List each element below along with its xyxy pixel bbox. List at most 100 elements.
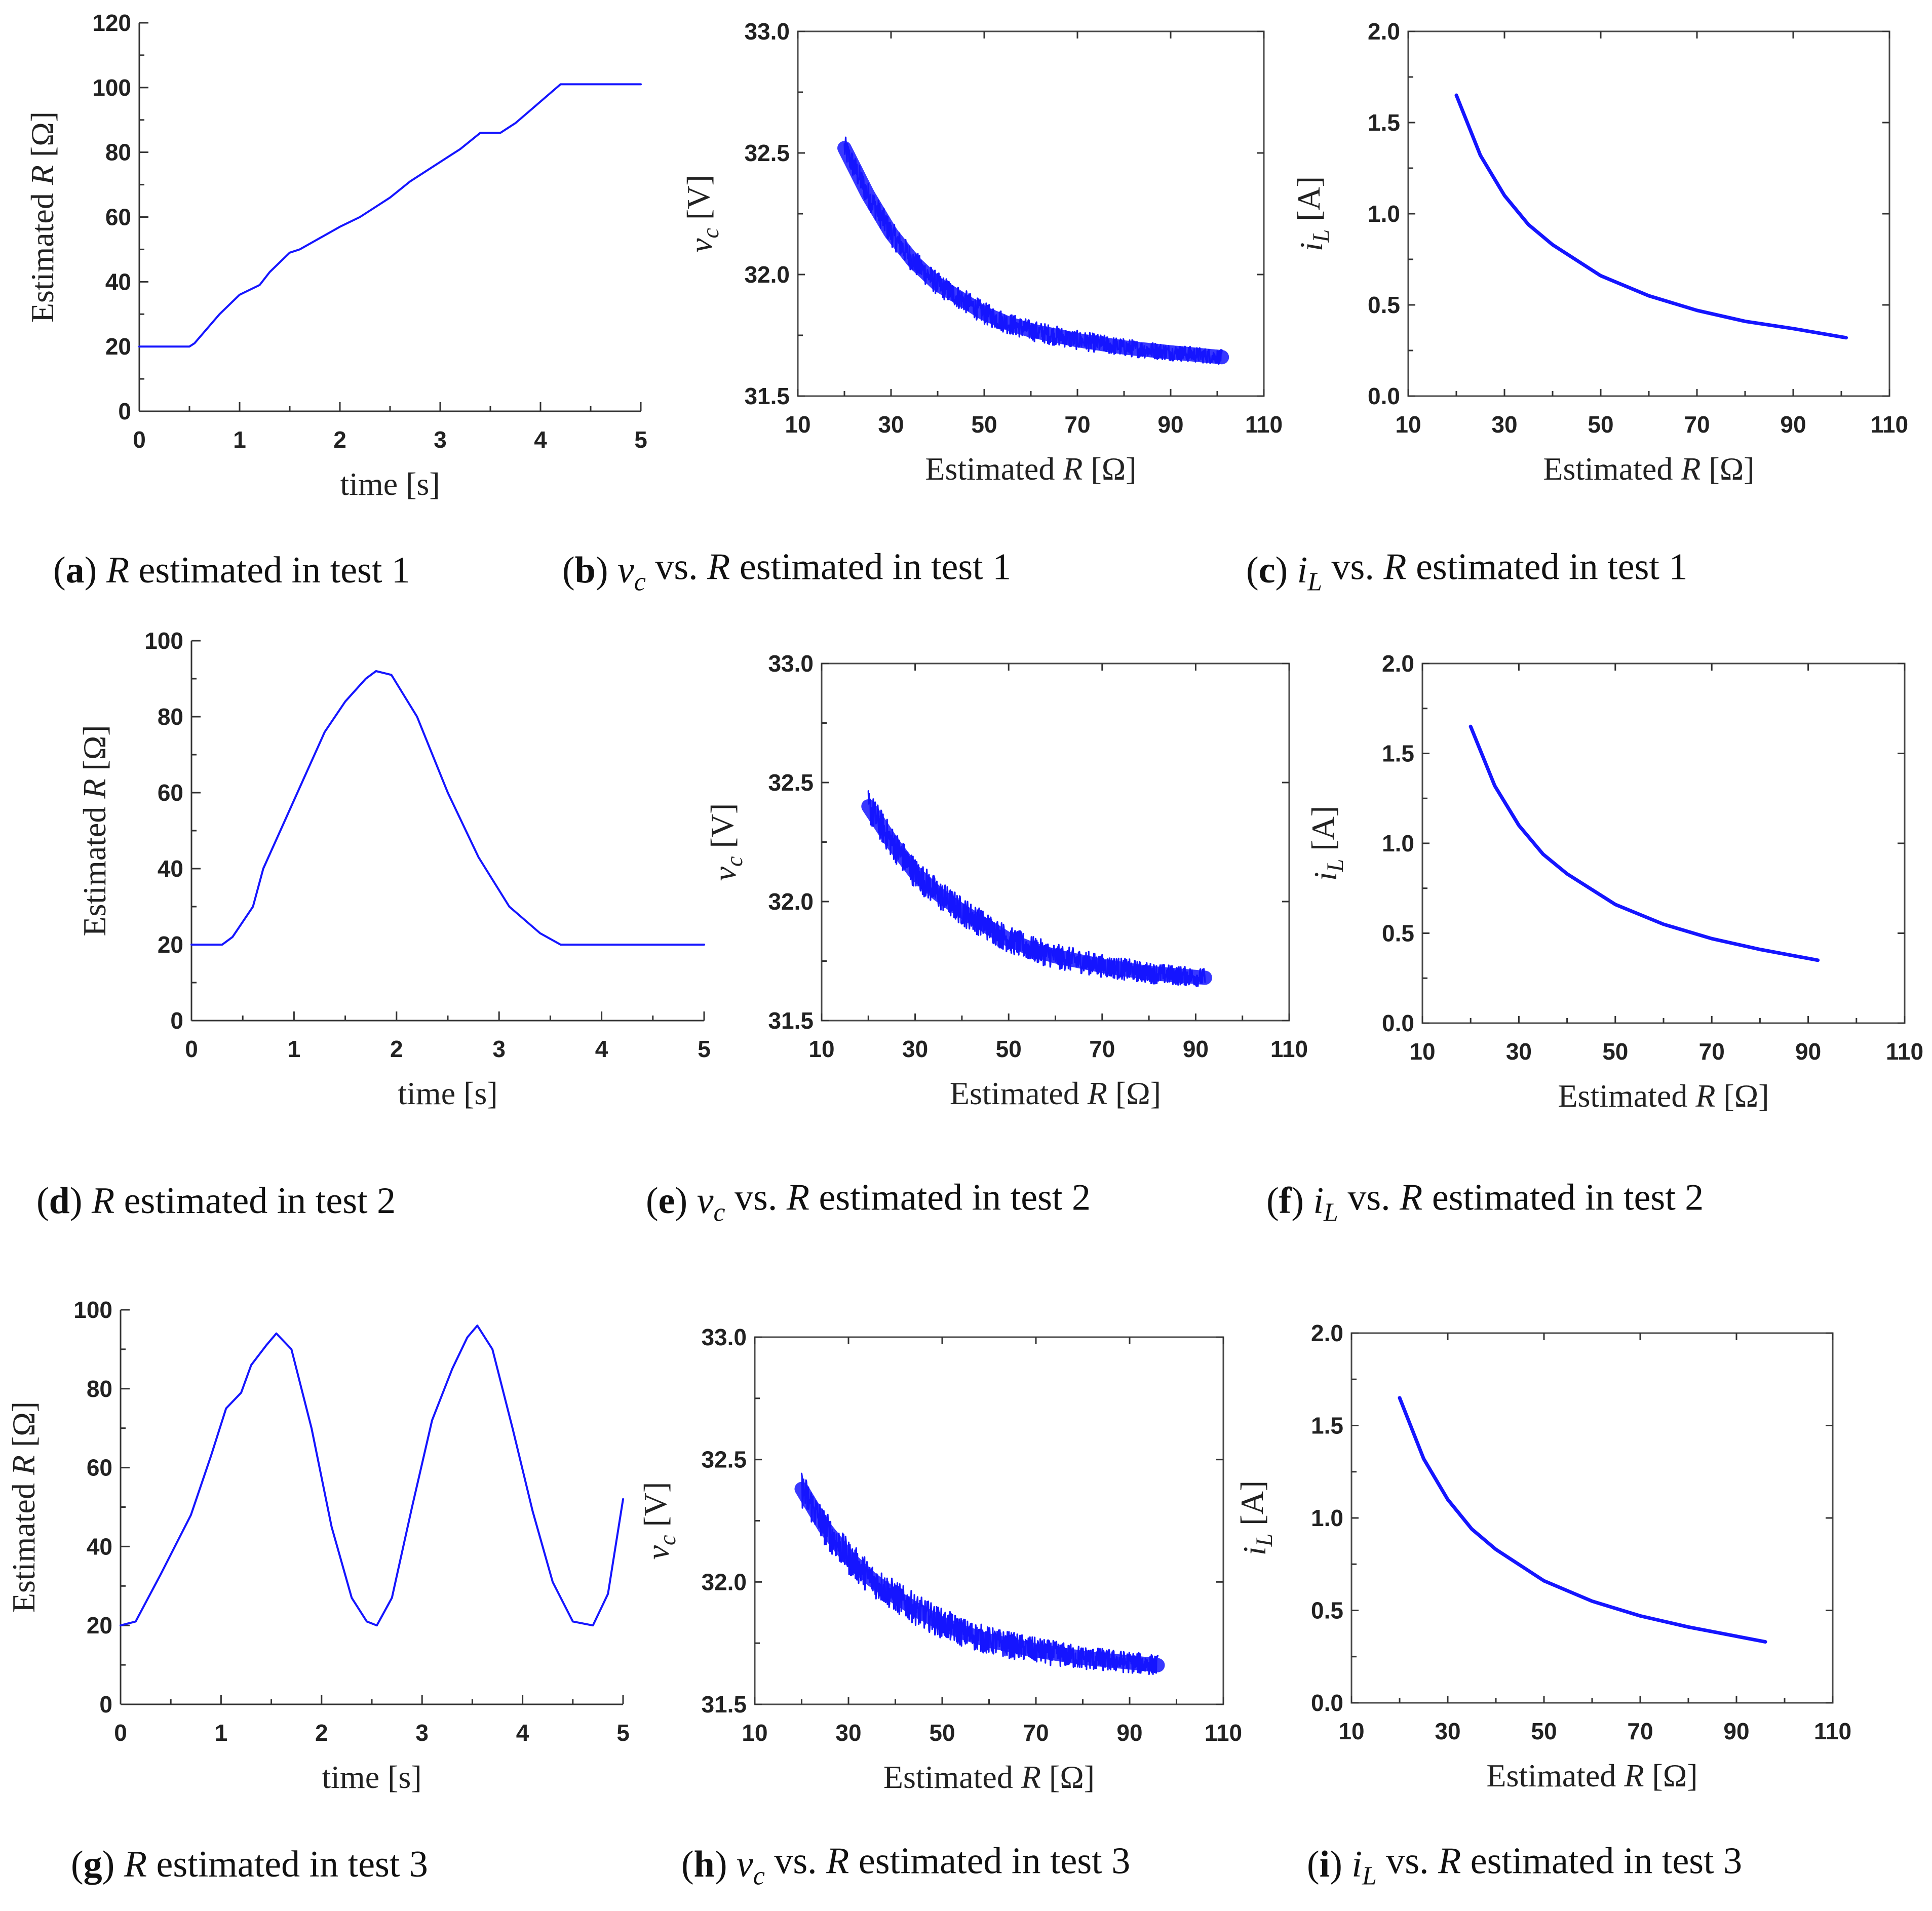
- x-tick-label: 10: [1395, 411, 1421, 438]
- x-tick-label: 50: [929, 1720, 955, 1746]
- data-line-i_L: [1398, 1396, 1767, 1644]
- x-tick-label: 3: [492, 1036, 506, 1062]
- y-tick-label: 32.5: [744, 140, 790, 166]
- data-line-v_c: [794, 1481, 1165, 1672]
- y-tick-label: 0.0: [1368, 383, 1400, 409]
- y-tick-label: 2.0: [1368, 18, 1400, 45]
- y-tick-label: 0.5: [1368, 292, 1400, 318]
- y-axis-label: vc [V]: [680, 175, 723, 253]
- x-tick-label: 70: [1627, 1718, 1653, 1744]
- x-tick-label: 10: [742, 1720, 767, 1746]
- y-tick-label: 20: [87, 1612, 112, 1639]
- data-line-i_L: [1469, 724, 1820, 962]
- y-tick-label: 32.5: [701, 1447, 747, 1473]
- x-tick-label: 110: [1270, 1036, 1308, 1062]
- y-tick-label: 33.0: [768, 650, 814, 677]
- y-tick-label: 120: [92, 10, 131, 36]
- y-tick-label: 0.5: [1382, 920, 1414, 947]
- x-tick-label: 110: [1886, 1038, 1923, 1065]
- x-tick-label: 0: [114, 1720, 127, 1746]
- y-tick-label: 0: [99, 1691, 112, 1718]
- y-tick-label: 1.5: [1382, 740, 1414, 767]
- panel-caption: (e) vc vs. R estimated in test 2: [646, 1177, 1091, 1227]
- plot-frame: [1350, 1332, 1834, 1704]
- y-tick-label: 40: [105, 268, 131, 295]
- y-tick-label: 60: [105, 204, 131, 230]
- y-tick-label: 40: [87, 1533, 112, 1559]
- panel-caption: (f) iL vs. R estimated in test 2: [1266, 1177, 1704, 1227]
- y-tick-label: 80: [87, 1376, 112, 1402]
- x-tick-label: 50: [1531, 1718, 1557, 1744]
- chart-panel-d: 0 20 40 60 80 100 0 1 2 3 4 5 time [s] Estimated R [Ω…: [36, 628, 711, 1222]
- y-tick-label: 40: [158, 855, 183, 882]
- x-tick-label: 2: [390, 1036, 403, 1062]
- plot-frame: [797, 30, 1265, 397]
- y-tick-label: 33.0: [744, 18, 790, 45]
- y-axis-label: Estimated R [Ω]: [6, 1401, 42, 1613]
- panel-caption: (g) R estimated in test 3: [71, 1844, 428, 1885]
- x-tick-label: 5: [698, 1036, 711, 1062]
- y-tick-label: 100: [92, 74, 131, 101]
- y-tick-label: 100: [73, 1297, 112, 1323]
- y-tick-label: 31.5: [701, 1691, 747, 1718]
- x-axis-label: Estimated R [Ω]: [1543, 451, 1754, 487]
- plot-frame: [1407, 30, 1890, 397]
- y-tick-label: 31.5: [744, 383, 790, 409]
- y-axis-label: Estimated R [Ω]: [24, 111, 60, 323]
- chart-panel-c: 0.0 0.5 1.0 1.5 2.0 10 30 50 70 90 110 Estimated R …: [1246, 18, 1908, 597]
- y-tick-label: 1.5: [1311, 1413, 1343, 1439]
- x-tick-label: 3: [434, 426, 447, 453]
- x-axis-label: time [s]: [340, 466, 440, 502]
- x-tick-label: 10: [1409, 1038, 1435, 1065]
- chart-panel-g: 0 20 40 60 80 100 0 1 2 3 4 5 time [s] Estimated R [Ω…: [6, 1297, 630, 1885]
- x-tick-label: 4: [595, 1036, 608, 1062]
- y-axis-label: iL [A]: [1234, 1480, 1277, 1555]
- x-tick-label: 30: [1435, 1718, 1460, 1744]
- data-line-R: [138, 83, 642, 348]
- x-tick-label: 70: [1023, 1720, 1049, 1746]
- chart-panel-i: 0.0 0.5 1.0 1.5 2.0 10 30 50 70 90 110 Estimated R …: [1234, 1320, 1851, 1891]
- y-tick-label: 0: [170, 1007, 183, 1034]
- panel-caption: (i) iL vs. R estimated in test 3: [1307, 1840, 1742, 1890]
- x-tick-label: 5: [616, 1720, 630, 1746]
- x-tick-label: 10: [1338, 1718, 1364, 1744]
- x-tick-label: 50: [1602, 1038, 1628, 1065]
- x-tick-label: 10: [785, 411, 810, 438]
- y-tick-label: 60: [158, 779, 183, 806]
- x-tick-label: 70: [1699, 1038, 1725, 1065]
- y-tick-label: 0.0: [1382, 1010, 1414, 1036]
- x-tick-label: 30: [1491, 411, 1517, 438]
- panel-caption: (h) vc vs. R estimated in test 3: [681, 1840, 1130, 1890]
- y-tick-label: 0: [118, 398, 131, 424]
- y-tick-label: 1.0: [1311, 1505, 1343, 1531]
- x-tick-label: 70: [1064, 411, 1090, 438]
- data-line-v_c: [837, 141, 1229, 365]
- chart-panel-a: 0 20 40 60 80 100 120 0 1 2 3 4 5 time [s] Estimated R…: [24, 10, 647, 591]
- y-tick-label: 60: [87, 1455, 112, 1481]
- x-tick-label: 2: [315, 1720, 328, 1746]
- x-tick-label: 90: [1795, 1038, 1821, 1065]
- x-tick-label: 1: [233, 426, 246, 453]
- y-axis-label: iL [A]: [1305, 806, 1348, 881]
- x-tick-label: 90: [1157, 411, 1183, 438]
- x-axis-label: Estimated R [Ω]: [925, 451, 1136, 487]
- chart-panel-b: 31.5 32.0 32.5 33.0 10 30 50 70 90 110 Estimated R…: [562, 18, 1283, 597]
- y-tick-label: 2.0: [1311, 1320, 1343, 1346]
- x-tick-label: 50: [971, 411, 997, 438]
- x-tick-label: 30: [1506, 1038, 1532, 1065]
- x-tick-label: 10: [808, 1036, 834, 1062]
- x-tick-label: 50: [1588, 411, 1613, 438]
- x-tick-label: 70: [1684, 411, 1710, 438]
- y-axis-label: iL [A]: [1291, 176, 1334, 251]
- x-tick-label: 110: [1814, 1718, 1851, 1744]
- x-tick-label: 1: [288, 1036, 301, 1062]
- x-tick-label: 4: [516, 1720, 529, 1746]
- x-tick-label: 110: [1245, 411, 1283, 438]
- y-axis-label: Estimated R [Ω]: [76, 725, 112, 936]
- x-tick-label: 110: [1205, 1720, 1242, 1746]
- x-tick-label: 0: [133, 426, 146, 453]
- plot-frame: [1421, 662, 1906, 1024]
- x-tick-label: 3: [415, 1720, 429, 1746]
- y-tick-label: 2.0: [1382, 650, 1414, 677]
